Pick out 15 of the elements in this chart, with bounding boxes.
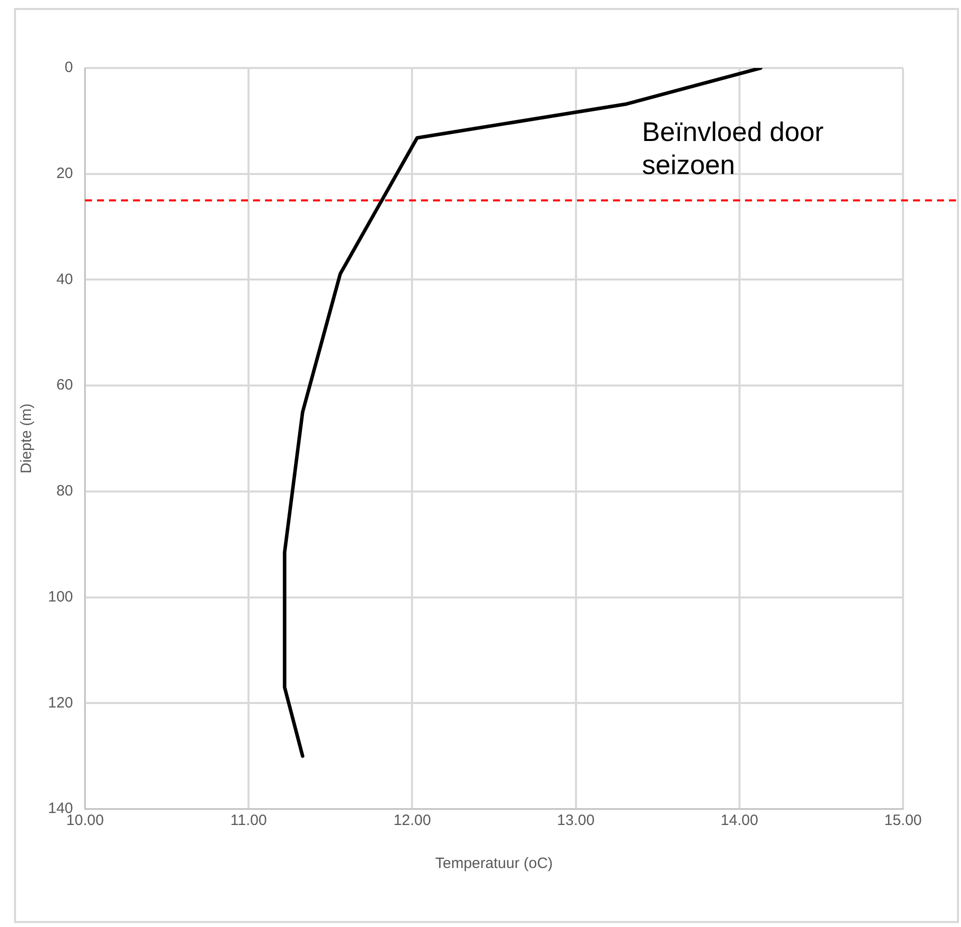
x-tick-label: 15.00 [884, 812, 922, 830]
x-tick-label: 11.00 [230, 812, 267, 830]
y-tick-label: 0 [64, 59, 74, 76]
x-tick-label: 13.00 [557, 812, 595, 830]
y-tick-label: 80 [56, 482, 74, 500]
y-tick-label: 60 [56, 376, 74, 394]
y-tick-label: 120 [48, 694, 74, 712]
y-axis-title: Diepte (m) [18, 403, 36, 474]
x-tick-label: 12.00 [393, 812, 431, 830]
y-tick-label: 20 [56, 165, 74, 182]
x-tick-label: 14.00 [720, 812, 758, 830]
y-tick-label: 40 [56, 270, 74, 288]
annotation: Beïnvloed door seizoen [642, 116, 825, 182]
x-axis-title: Temperatuur (oC) [435, 855, 553, 872]
y-tick-label: 100 [48, 588, 74, 606]
